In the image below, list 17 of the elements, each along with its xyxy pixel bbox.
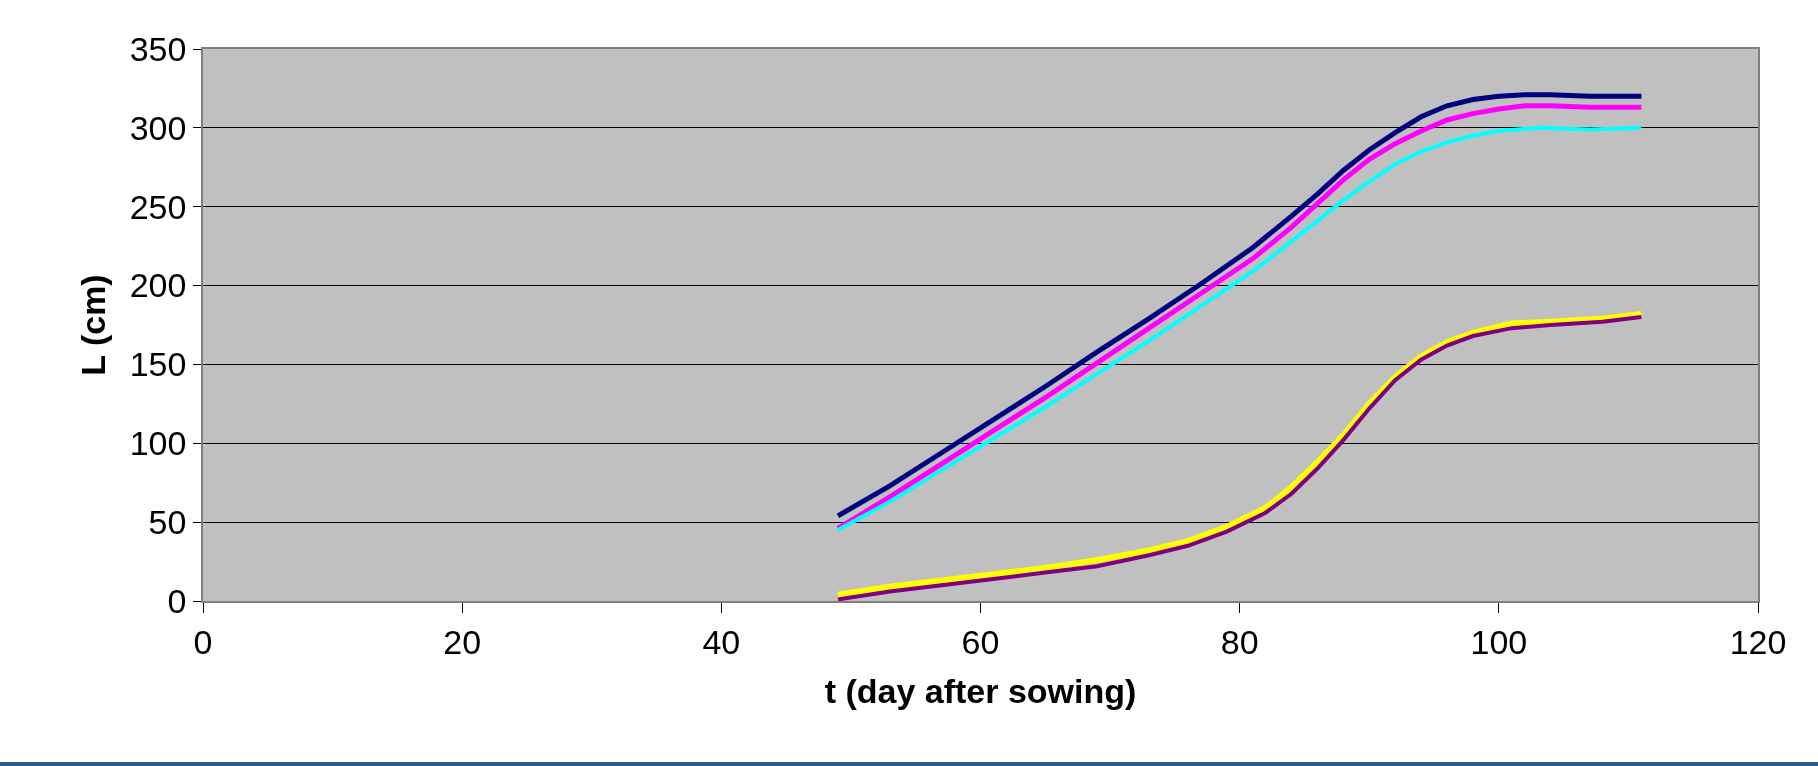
y-tick-label: 100 (129, 424, 187, 463)
x-tick-label: 40 (702, 622, 741, 661)
x-axis-title: t (day after sowing) (824, 672, 1137, 711)
y-axis-title: L (cm) (73, 274, 112, 376)
y-tick-label: 300 (129, 108, 187, 147)
y-tick-label: 250 (129, 187, 187, 226)
x-tick-label: 60 (961, 622, 1000, 661)
x-tick-label: 80 (1220, 622, 1259, 661)
x-tick-label: 0 (193, 622, 213, 661)
x-tick-label: 100 (1470, 622, 1528, 661)
y-tick-label: 200 (129, 266, 187, 305)
x-tick-label: 20 (443, 622, 482, 661)
y-tick-label: 150 (129, 345, 187, 384)
x-tick-label: 120 (1729, 622, 1787, 661)
y-tick-label: 50 (148, 503, 187, 542)
y-tick-label: 350 (129, 29, 187, 68)
y-tick-label: 0 (167, 581, 187, 620)
